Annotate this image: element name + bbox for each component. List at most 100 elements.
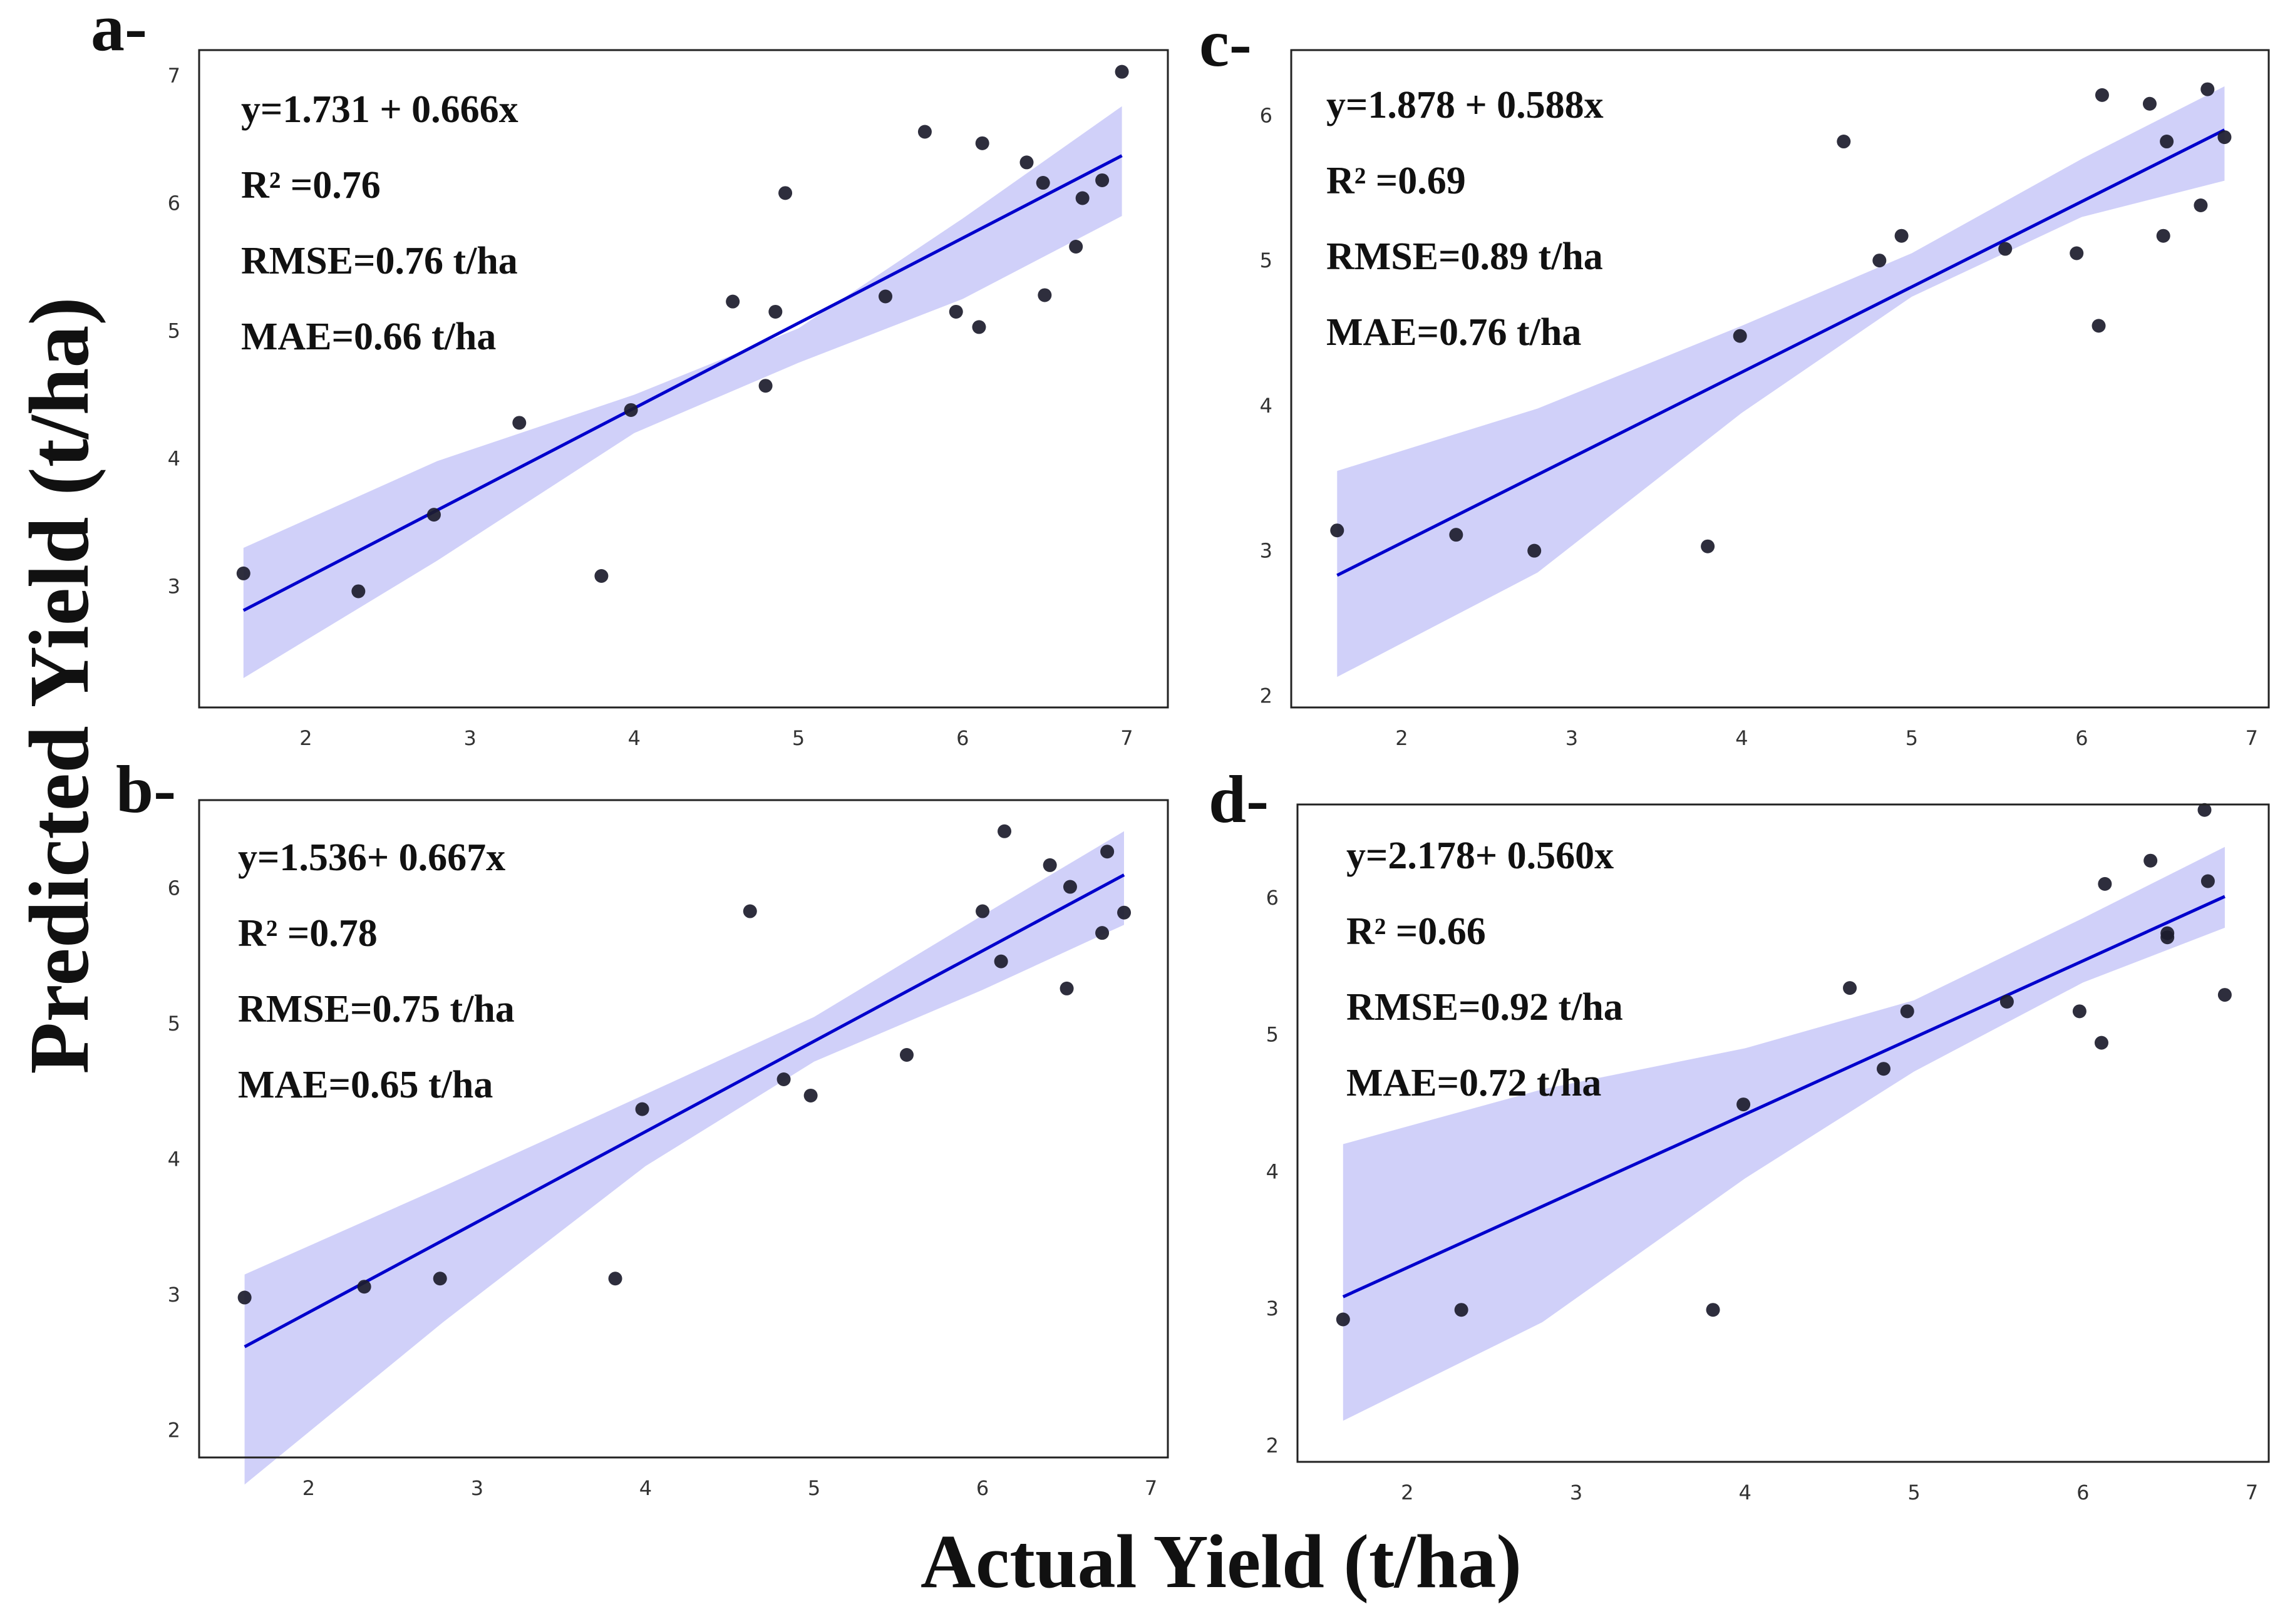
data-point xyxy=(2095,88,2109,102)
panel-label: c- xyxy=(1199,6,1252,81)
data-point xyxy=(1115,64,1129,79)
data-point xyxy=(1075,191,1090,205)
mae-annotation: MAE=0.65 t/ha xyxy=(238,1064,493,1106)
rmse-annotation: RMSE=0.89 t/ha xyxy=(1326,235,1603,278)
data-point xyxy=(949,304,963,319)
data-point xyxy=(1701,539,1715,553)
data-point xyxy=(608,1272,622,1286)
r-squared-annotation: R² =0.66 xyxy=(1346,910,1486,953)
x-tick-label: 7 xyxy=(1145,1476,1157,1500)
data-point xyxy=(803,1088,818,1102)
regression-line xyxy=(244,873,1125,1349)
x-tick-label: 3 xyxy=(463,726,476,750)
data-point xyxy=(2070,246,2084,260)
data-point xyxy=(1706,1303,1720,1317)
mae-annotation: MAE=0.76 t/ha xyxy=(1326,311,1581,354)
data-point xyxy=(1117,905,1132,920)
panel-3: 2 3 4 5 6 7 2 3 4 5 6 c-y=1.878 + 0.588x R² =0.69 RMS… xyxy=(1199,6,2270,750)
x-tick-label: 6 xyxy=(976,1476,989,1500)
r-squared-annotation: R² =0.78 xyxy=(238,912,378,955)
plot-frame xyxy=(198,49,1169,709)
regression-line xyxy=(1342,895,2226,1298)
data-point xyxy=(357,1280,371,1294)
y-tick-label: 2 xyxy=(168,1419,180,1442)
data-point xyxy=(433,1272,447,1286)
data-point xyxy=(972,320,986,334)
y-tick-label: 2 xyxy=(1266,1434,1279,1457)
data-point xyxy=(1872,254,1887,268)
panel-1: 2 3 4 5 6 7 3 4 5 6 7 a-y=1.731 + 0.666x R² =0.76 RMS… xyxy=(91,0,1169,750)
x-tick-label: 5 xyxy=(792,726,805,750)
r-squared-annotation: R² =0.69 xyxy=(1326,160,1466,202)
x-tick-label: 5 xyxy=(808,1476,820,1500)
data-point xyxy=(1036,176,1050,190)
equation-annotation: y=1.878 + 0.588x xyxy=(1326,84,1604,126)
data-point xyxy=(1894,229,1909,243)
data-point xyxy=(236,566,250,580)
panel-4: 2 3 4 5 6 7 2 3 4 5 6 d-y=2.178+ 0.560x R² =0.66 RMSE… xyxy=(1209,763,2270,1504)
data-point xyxy=(594,569,609,583)
x-tick-label: 3 xyxy=(1570,1481,1582,1504)
data-point xyxy=(1330,523,1344,538)
data-point xyxy=(2160,926,2175,940)
x-tick-label: 3 xyxy=(471,1476,483,1500)
x-tick-label: 2 xyxy=(302,1476,315,1500)
data-point xyxy=(758,379,773,393)
data-point xyxy=(635,1102,649,1116)
panel-label: b- xyxy=(116,753,176,827)
data-point xyxy=(1095,926,1110,940)
data-point xyxy=(1019,155,1034,170)
regression-line xyxy=(242,154,1123,612)
data-point xyxy=(917,125,932,139)
data-point xyxy=(1876,1062,1890,1076)
y-tick-label: 5 xyxy=(1266,1023,1279,1047)
x-tick-label: 2 xyxy=(299,726,312,750)
data-point xyxy=(2217,130,2232,145)
panel-label: d- xyxy=(1209,763,1269,837)
y-tick-label: 3 xyxy=(168,574,180,598)
y-tick-label: 6 xyxy=(168,876,180,900)
y-tick-label: 3 xyxy=(168,1283,180,1307)
confidence-band xyxy=(1337,86,2225,677)
data-point xyxy=(2156,229,2170,243)
y-tick-label: 4 xyxy=(1260,394,1272,418)
data-point xyxy=(2142,96,2157,111)
data-point xyxy=(1043,858,1057,872)
rmse-annotation: RMSE=0.92 t/ha xyxy=(1346,986,1623,1029)
data-point xyxy=(726,294,740,309)
data-point xyxy=(426,508,441,522)
x-axis-label: Actual Yield (t/ha) xyxy=(921,1519,1522,1604)
data-point xyxy=(351,584,366,599)
mae-annotation: MAE=0.72 t/ha xyxy=(1346,1062,1601,1104)
data-point xyxy=(976,904,990,918)
data-point xyxy=(2200,82,2215,96)
x-tick-label: 5 xyxy=(1907,1481,1920,1504)
x-tick-label: 3 xyxy=(1565,726,1578,750)
data-point xyxy=(998,824,1012,838)
x-tick-label: 6 xyxy=(956,726,969,750)
y-tick-label: 5 xyxy=(168,319,180,343)
x-tick-label: 4 xyxy=(628,726,641,750)
data-point xyxy=(1733,329,1747,343)
data-point xyxy=(1999,995,2014,1009)
data-point xyxy=(2072,1004,2086,1019)
x-tick-label: 4 xyxy=(1735,726,1748,750)
y-tick-label: 3 xyxy=(1260,539,1272,563)
x-tick-label: 6 xyxy=(2075,726,2088,750)
data-point xyxy=(2094,1036,2108,1050)
x-tick-label: 7 xyxy=(1120,726,1133,750)
y-tick-label: 2 xyxy=(1260,684,1272,707)
x-tick-label: 7 xyxy=(2246,726,2258,750)
y-tick-label: 5 xyxy=(168,1012,180,1036)
y-tick-label: 4 xyxy=(1266,1159,1279,1183)
data-point xyxy=(879,289,893,304)
y-tick-label: 6 xyxy=(1260,103,1272,127)
x-tick-label: 7 xyxy=(2246,1481,2258,1504)
x-tick-label: 4 xyxy=(639,1476,652,1500)
data-point xyxy=(1069,239,1083,254)
plot-frame xyxy=(198,799,1169,1459)
data-point xyxy=(1449,528,1463,542)
data-point xyxy=(237,1290,252,1305)
y-axis-label: Predicted Yield (t/ha) xyxy=(13,297,106,1074)
